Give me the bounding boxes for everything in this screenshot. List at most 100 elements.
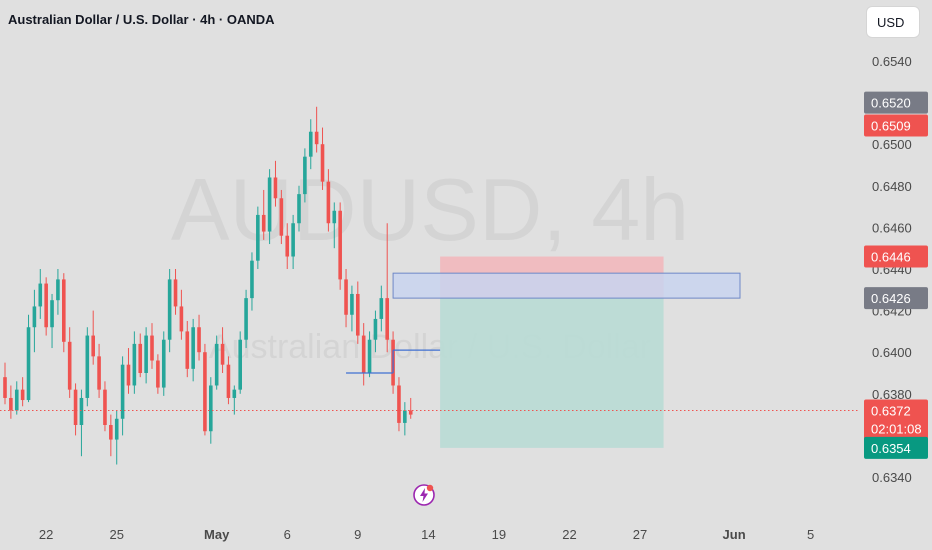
candle-body	[114, 418, 119, 440]
annotation-layer[interactable]	[392, 256, 741, 448]
candle-body	[179, 306, 184, 332]
candle-body	[85, 335, 90, 398]
candle-body	[385, 298, 389, 340]
candle-body	[103, 389, 107, 425]
x-tick-label: 27	[633, 527, 647, 542]
x-tick-label: 22	[39, 527, 53, 542]
price-tag-value: 0.6426	[871, 291, 911, 306]
chart-title: Australian Dollar / U.S. Dollar · 4h · O…	[8, 12, 275, 27]
x-tick-label: 9	[354, 527, 361, 542]
price-tag	[864, 245, 928, 268]
candle-body	[244, 298, 248, 340]
countdown-label: 02:01:08	[871, 421, 922, 436]
candle-body	[344, 279, 348, 315]
price-tag	[864, 114, 928, 137]
candle-body	[403, 410, 407, 423]
candle-body	[350, 293, 354, 315]
time-axis[interactable]: 22 25 May 6 9 14 19 22 27 Jun 5	[39, 527, 814, 542]
price-tag	[864, 436, 928, 459]
candle-body	[9, 397, 13, 411]
price-tag-value: 0.6372	[871, 403, 911, 418]
candle-body	[303, 156, 307, 195]
candle-body	[44, 283, 48, 328]
candle-body	[332, 210, 337, 224]
candle-body	[291, 223, 295, 257]
candle-body	[126, 364, 131, 386]
candle-body	[62, 279, 66, 342]
candle-body	[338, 210, 342, 280]
x-tick-label: 6	[284, 527, 291, 542]
candle-body	[250, 260, 254, 299]
candle-body	[379, 298, 384, 319]
candle-body	[285, 235, 290, 257]
candle-body	[273, 177, 278, 199]
candle-body	[314, 131, 319, 145]
candle-body	[326, 181, 331, 224]
candle-body	[173, 279, 178, 307]
take-profit-zone	[440, 298, 664, 448]
candle-body	[20, 389, 25, 401]
candle-body	[367, 339, 372, 373]
candle-body	[67, 341, 72, 390]
price-tag	[864, 91, 928, 114]
x-tick-label: May	[204, 527, 230, 542]
price-tag-value: 0.6509	[871, 118, 911, 133]
price-tag	[864, 287, 928, 310]
candle-body	[132, 343, 137, 386]
candle-body	[197, 327, 201, 353]
x-tick-label: 19	[492, 527, 506, 542]
annotation-lines[interactable]	[0, 349, 860, 411]
candle-body	[308, 131, 313, 157]
candle-body	[14, 389, 19, 411]
currency-button[interactable]: USD	[866, 6, 920, 38]
candle-body	[267, 177, 272, 232]
candle-body	[32, 306, 37, 328]
x-tick-label: 5	[807, 527, 814, 542]
candle-body	[226, 364, 231, 398]
candle-body	[26, 327, 31, 401]
candle-body	[203, 352, 207, 432]
candle-body	[279, 198, 284, 236]
candle-body	[191, 327, 195, 369]
y-tick-label: 0.6380	[872, 387, 912, 402]
candle-body	[373, 318, 378, 340]
candle-body	[320, 144, 325, 182]
x-tick-label: 14	[421, 527, 435, 542]
x-tick-label: 22	[562, 527, 576, 542]
x-tick-label: Jun	[723, 527, 746, 542]
candle-body	[79, 397, 84, 425]
candle-body	[38, 283, 43, 307]
candle-body	[361, 335, 366, 373]
y-tick-label: 0.6460	[872, 220, 912, 235]
candle-body	[50, 300, 54, 328]
candle-body	[297, 194, 301, 224]
candle-body	[397, 385, 401, 423]
candle-body	[220, 343, 225, 365]
x-tick-label: 25	[109, 527, 123, 542]
candle-body	[156, 360, 160, 388]
candle-body	[408, 410, 413, 415]
candle-body	[256, 214, 260, 261]
candles-layer	[3, 106, 413, 465]
candle-body	[161, 339, 166, 388]
candle-body	[209, 385, 213, 432]
candle-body	[144, 335, 148, 373]
candle-body	[356, 293, 360, 336]
price-tag-value: 0.6446	[871, 250, 911, 265]
y-tick-label: 0.6540	[872, 54, 912, 69]
y-tick-label: 0.6480	[872, 179, 912, 194]
price-tag	[864, 399, 928, 440]
candle-body	[214, 343, 219, 386]
candle-body	[97, 356, 101, 390]
candle-body	[56, 279, 60, 301]
candle-body	[109, 425, 113, 440]
candle-body	[73, 389, 78, 425]
candle-body	[91, 335, 95, 357]
candle-body	[3, 377, 7, 398]
lightning-alert-icon[interactable]	[412, 483, 436, 507]
candle-body	[238, 339, 242, 390]
y-tick-label: 0.6400	[872, 345, 912, 360]
y-tick-label: 0.6500	[872, 137, 912, 152]
watermark-symbol: AUDUSD, 4h	[171, 160, 689, 259]
